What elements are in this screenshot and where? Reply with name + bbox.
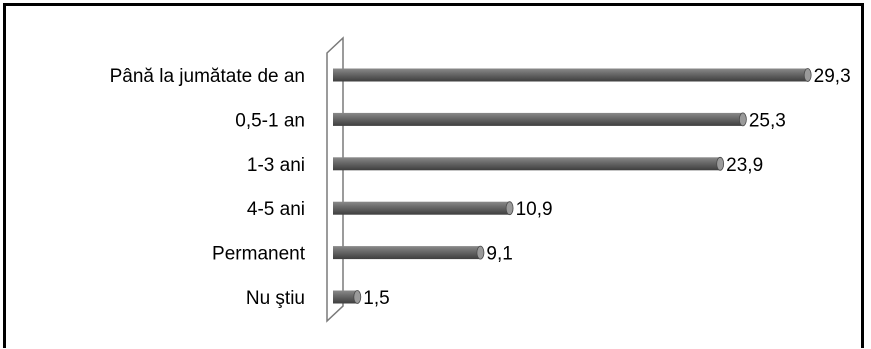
bar: [333, 246, 481, 260]
chart-frame: [3, 3, 864, 348]
bar-end-cap: [505, 201, 514, 216]
bar: [333, 157, 721, 171]
category-label: 0,5-1 an: [235, 110, 305, 131]
bar-end-cap: [716, 156, 725, 171]
category-label: Nu ştiu: [246, 288, 305, 309]
bar: [333, 112, 743, 126]
category-label: 1-3 ani: [247, 155, 305, 176]
value-label: 9,1: [486, 244, 512, 265]
bar: [333, 290, 358, 304]
bar-end-cap: [476, 245, 485, 260]
category-label: Permanent: [212, 244, 306, 265]
category-labels: Până la jumătate de an 0,5-1 an 1-3 ani 4-5…: [110, 66, 306, 309]
value-label: 29,3: [814, 66, 851, 87]
bar-end-cap: [738, 112, 747, 127]
value-label: 1,5: [363, 288, 389, 309]
value-label: 25,3: [749, 110, 786, 131]
category-label: 4-5 ani: [247, 199, 305, 220]
bar: [333, 201, 510, 215]
value-label: 23,9: [726, 155, 763, 176]
bar: [333, 68, 808, 82]
bars-group: [333, 68, 812, 304]
bar-end-cap: [803, 68, 812, 82]
value-label: 10,9: [516, 199, 553, 220]
category-label: Până la jumătate de an: [110, 66, 305, 87]
value-labels: 29,3 25,3 23,9 10,9 9,1 1,5: [363, 66, 850, 309]
bar-end-cap: [353, 290, 362, 304]
